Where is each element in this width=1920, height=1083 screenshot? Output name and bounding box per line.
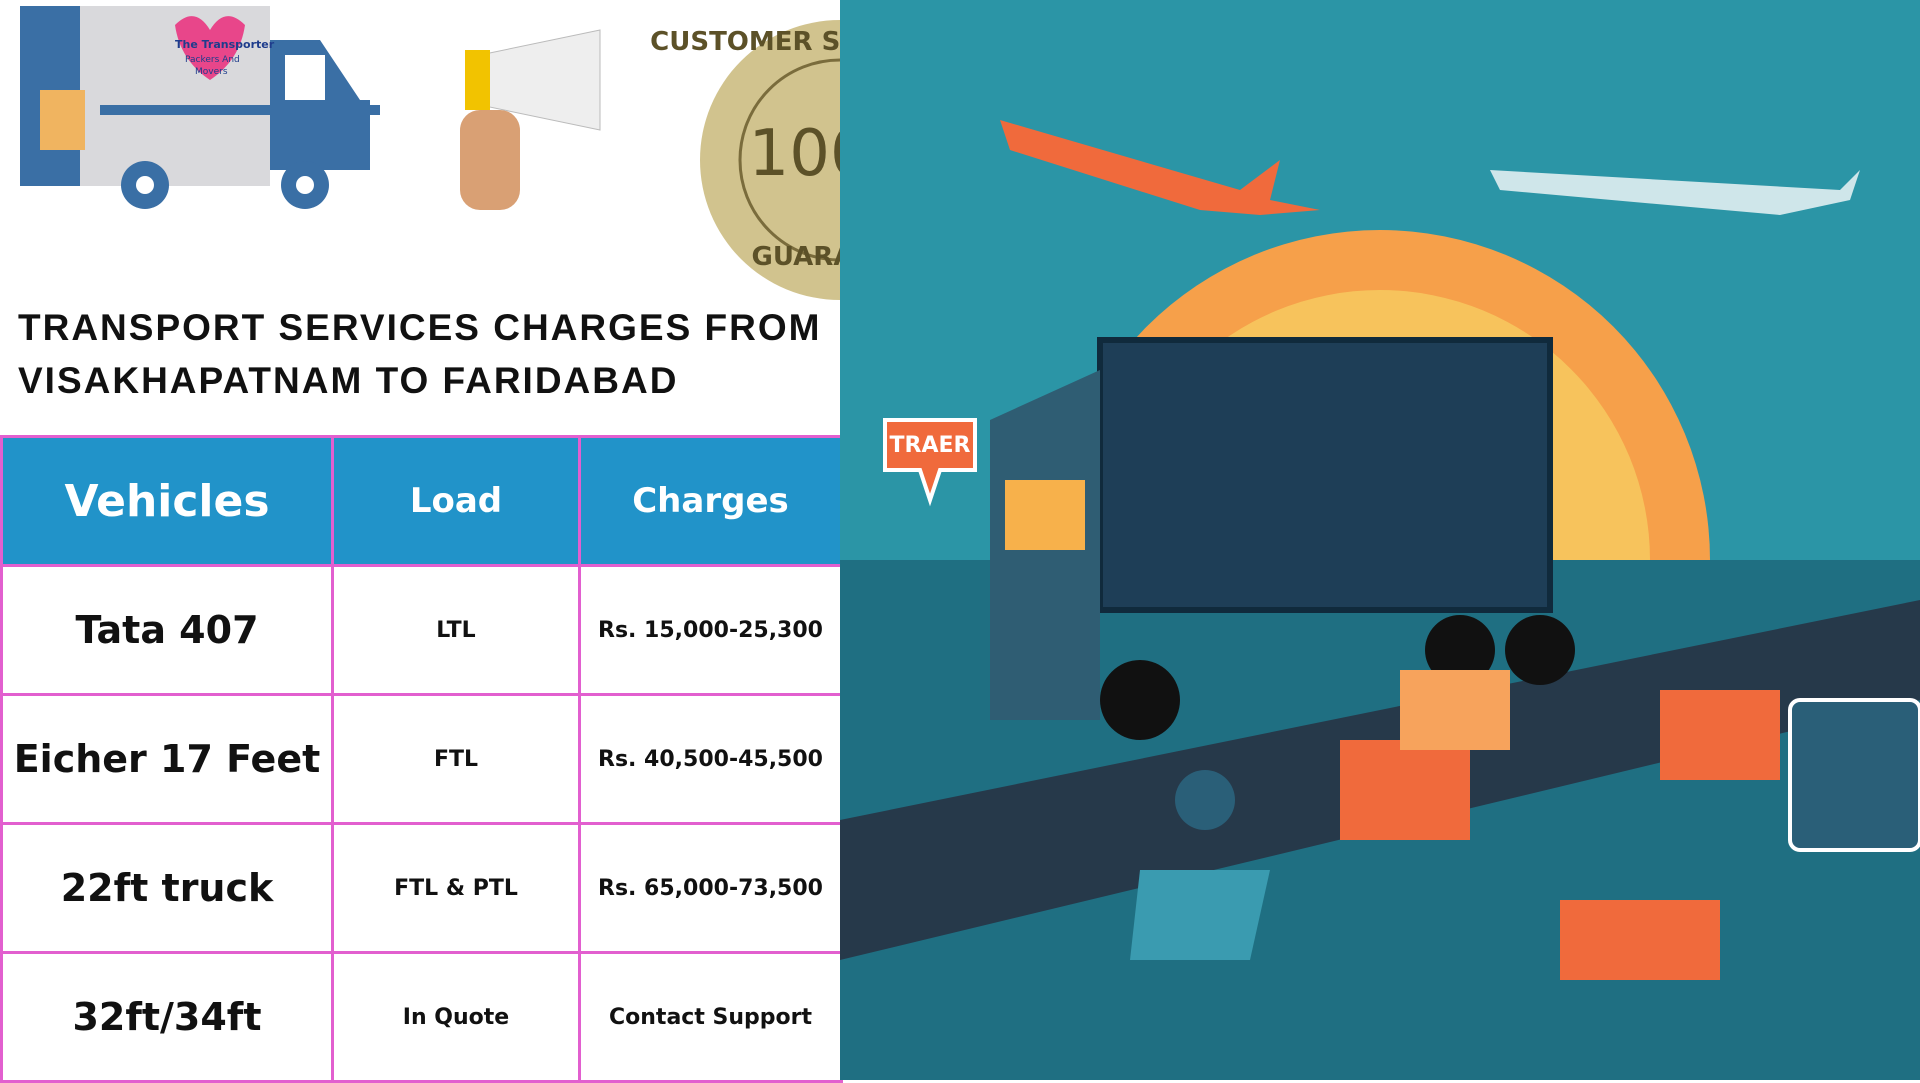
crate [1660, 690, 1780, 780]
box [40, 90, 85, 150]
table-row: Eicher 17 Feet FTL Rs. 40,500-45,500 [0, 693, 843, 825]
column-header: Vehicles [0, 435, 334, 567]
windshield [1005, 480, 1085, 550]
table-cell: FTL [331, 693, 581, 825]
table-body: Tata 407 LTL Rs. 15,000-25,300 Eicher 17 Fe… [0, 564, 843, 1083]
logo-text: Packers And [185, 55, 240, 65]
logo-heart [175, 16, 245, 80]
seal-text: CUSTOMER SATISFACTION [650, 27, 840, 57]
title-line: VISAKHAPATNAM TO FARIDABAD [18, 360, 679, 401]
truck-window [285, 55, 325, 100]
sign-text: TRAER [890, 433, 971, 458]
scooter [1130, 870, 1270, 960]
hub [296, 176, 314, 194]
sign [883, 418, 977, 507]
seal-ring [738, 58, 840, 262]
left-panel: The Transporter Packers And Movers CUSTO… [0, 0, 843, 1083]
table-cell: Rs. 65,000-73,500 [578, 822, 843, 954]
logo-text: Movers [195, 67, 228, 77]
stripe [100, 105, 380, 115]
wheel [1425, 615, 1495, 685]
table-row: 22ft truck FTL & PTL Rs. 65,000-73,500 [0, 822, 843, 954]
logo-text: The Transporter [175, 38, 275, 51]
table-cell: 32ft/34ft [0, 951, 334, 1083]
seal [700, 20, 840, 300]
wheel [1100, 660, 1180, 740]
table-row: 32ft/34ft In Quote Contact Support [0, 951, 843, 1083]
header-graphics: The Transporter Packers And Movers CUSTO… [20, 6, 840, 300]
table-cell: FTL & PTL [331, 822, 581, 954]
plane [1000, 120, 1320, 215]
crate [1400, 670, 1510, 750]
table-cell: 22ft truck [0, 822, 334, 954]
table-cell: Rs. 15,000-25,300 [578, 564, 843, 696]
hub [136, 176, 154, 194]
column-header: Load [331, 435, 581, 567]
trailer [1097, 337, 1553, 613]
crate [1560, 900, 1720, 980]
table-row: Tata 407 LTL Rs. 15,000-25,300 [0, 564, 843, 696]
megaphone-ring [465, 50, 490, 110]
table-cell: Tata 407 [0, 564, 334, 696]
table-cell: Rs. 40,500-45,500 [578, 693, 843, 825]
seal-text: GUARANTEE [752, 242, 840, 272]
plane [1490, 170, 1860, 215]
column-header: Charges [578, 435, 843, 567]
screen [1788, 698, 1920, 852]
seal-text: 100% [749, 117, 840, 191]
table-cell: LTL [331, 564, 581, 696]
wheel [1505, 615, 1575, 685]
hand [460, 110, 520, 210]
table-cell: In Quote [331, 951, 581, 1083]
charges-table: Vehicles Load Charges Tata 407 LTL Rs. 15,00… [0, 435, 843, 1083]
header-row: Vehicles Load Charges [0, 435, 843, 567]
table-cell: Eicher 17 Feet [0, 693, 334, 825]
crate [1340, 740, 1470, 840]
illustration: TRAER [840, 0, 1920, 1080]
table-cell: Contact Support [578, 951, 843, 1083]
rider-helmet [1175, 770, 1235, 830]
title-line: TRANSPORT SERVICES CHARGES FROM [18, 307, 822, 348]
